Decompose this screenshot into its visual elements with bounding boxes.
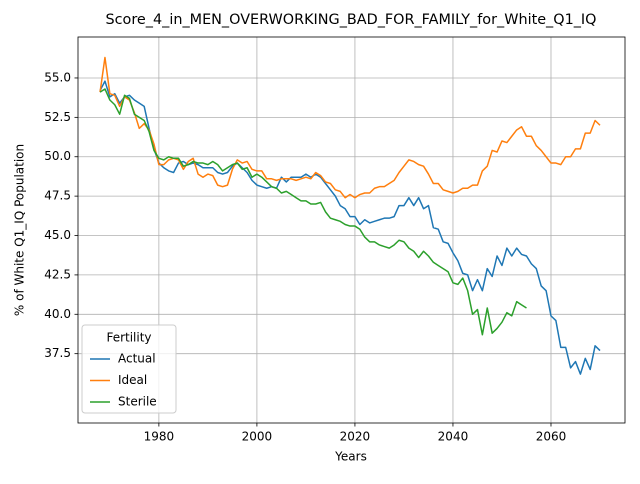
y-axis-label: % of White Q1_IQ Population (13, 144, 27, 316)
x-tick-label: 1980 (144, 430, 175, 444)
chart-title: Score_4_in_MEN_OVERWORKING_BAD_FOR_FAMIL… (105, 12, 596, 28)
legend-box (81, 324, 177, 414)
y-tick-label: 55.0 (44, 70, 71, 84)
y-tick-label: 42.5 (44, 267, 71, 281)
legend-title: Fertility (106, 331, 151, 345)
y-tick-label: 40.0 (44, 307, 71, 321)
y-tick-label: 45.0 (44, 228, 71, 242)
x-axis-label: Years (334, 450, 367, 464)
series-line (99, 80, 601, 375)
x-tick-label: 2040 (438, 430, 469, 444)
legend-label: Sterile (118, 395, 157, 409)
y-tick-label: 50.0 (44, 149, 71, 163)
y-tick-label: 52.5 (44, 110, 71, 124)
x-tick-label: 2060 (536, 430, 567, 444)
y-tick-label: 37.5 (44, 346, 71, 360)
x-tick-label: 2020 (340, 430, 371, 444)
y-tick-label: 47.5 (44, 189, 71, 203)
plot-frame (77, 36, 626, 424)
series-line (99, 56, 601, 199)
x-tick-label: 2000 (242, 430, 273, 444)
legend-label: Actual (118, 352, 156, 366)
legend-label: Ideal (118, 373, 147, 387)
series-line (99, 88, 527, 336)
